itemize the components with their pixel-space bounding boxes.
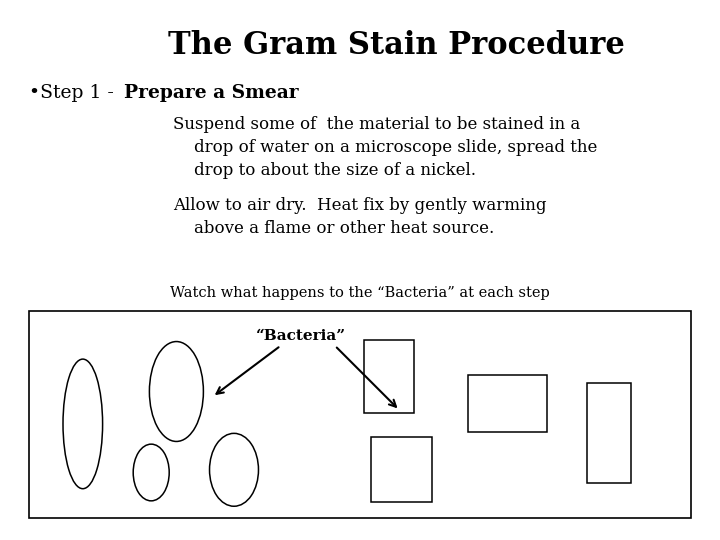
Bar [468,375,547,432]
Text: Prepare a Smear: Prepare a Smear [124,84,299,102]
Text: Allow to air dry.  Heat fix by gently warming
    above a flame or other heat so: Allow to air dry. Heat fix by gently war… [173,197,546,237]
Bar [371,437,432,502]
Text: The Gram Stain Procedure: The Gram Stain Procedure [168,30,624,60]
Bar [364,340,414,413]
Ellipse shape [133,444,169,501]
Ellipse shape [150,341,204,442]
Text: Watch what happens to the “Bacteria” at each step: Watch what happens to the “Bacteria” at … [170,286,550,300]
Text: Suspend some of  the material to be stained in a
    drop of water on a microsco: Suspend some of the material to be stain… [173,116,597,179]
Ellipse shape [63,359,103,489]
Text: “Bacteria”: “Bacteria” [256,329,346,343]
Ellipse shape [210,433,258,507]
Text: •Step 1 -: •Step 1 - [29,84,120,102]
Bar [587,383,631,483]
Bar [29,310,691,518]
